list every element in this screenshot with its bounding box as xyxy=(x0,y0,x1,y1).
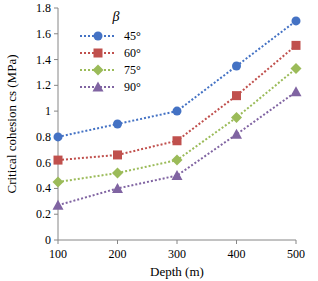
legend-marker xyxy=(93,82,104,92)
series-line xyxy=(58,21,296,137)
point xyxy=(112,183,123,193)
point xyxy=(172,170,183,180)
x-tick xyxy=(177,240,178,244)
y-tick xyxy=(54,8,58,9)
point xyxy=(54,156,63,165)
point xyxy=(291,63,302,74)
y-tick-label: 1.2 xyxy=(36,78,51,92)
point xyxy=(173,136,182,145)
point xyxy=(53,177,64,188)
point xyxy=(112,167,123,178)
x-axis-label: Depth (m) xyxy=(150,264,204,279)
y-axis-label: Critical cohesion cs (MPa) xyxy=(4,55,19,194)
y-tick xyxy=(54,188,58,189)
x-tick xyxy=(58,240,59,244)
x-tick-label: 400 xyxy=(228,247,246,261)
y-tick xyxy=(54,33,58,34)
series-line xyxy=(58,45,296,160)
x-tick xyxy=(117,240,118,244)
point xyxy=(292,16,301,25)
y-tick xyxy=(54,240,58,241)
point xyxy=(231,129,242,139)
plot-area xyxy=(53,16,302,209)
point xyxy=(231,112,242,123)
legend-marker xyxy=(94,49,103,58)
y-tick-label: 0.8 xyxy=(36,130,51,144)
point xyxy=(291,86,302,96)
y-tick-label: 0.2 xyxy=(36,207,51,221)
point xyxy=(54,132,63,141)
point xyxy=(173,107,182,116)
x-tick-label: 200 xyxy=(109,247,127,261)
legend-marker xyxy=(94,32,103,41)
y-tick-label: 1.8 xyxy=(36,1,51,15)
point xyxy=(113,150,122,159)
series-line xyxy=(58,69,296,182)
legend-title: β xyxy=(112,9,120,24)
x-tick-label: 300 xyxy=(168,247,186,261)
point xyxy=(232,91,241,100)
point xyxy=(113,120,122,129)
y-tick xyxy=(54,111,58,112)
legend-label: 60° xyxy=(124,46,141,60)
point xyxy=(172,155,183,166)
y-tick-label: 1 xyxy=(45,104,51,118)
y-tick-label: 0.4 xyxy=(36,181,51,195)
y-tick-label: 1.4 xyxy=(36,53,51,67)
x-tick-label: 100 xyxy=(49,247,67,261)
point xyxy=(53,200,64,210)
y-tick-label: 0 xyxy=(45,233,51,247)
x-tick xyxy=(296,240,297,244)
y-tick xyxy=(54,214,58,215)
y-tick xyxy=(54,59,58,60)
y-tick xyxy=(54,85,58,86)
y-tick-label: 1.6 xyxy=(36,27,51,41)
legend-label: 90° xyxy=(124,80,141,94)
y-tick-label: 0.6 xyxy=(36,156,51,170)
x-tick xyxy=(236,240,237,244)
series-line xyxy=(58,92,296,205)
legend-marker xyxy=(93,65,104,76)
chart: 0 0.2 0.4 0.6 0.8 1 1.2 1.4 1.6 1.8 100 200 300 400 50… xyxy=(0,0,318,281)
legend-label: 75° xyxy=(124,63,141,77)
legend-label: 45° xyxy=(124,29,141,43)
point xyxy=(292,41,301,50)
x-tick-label: 500 xyxy=(287,247,305,261)
point xyxy=(232,62,241,71)
